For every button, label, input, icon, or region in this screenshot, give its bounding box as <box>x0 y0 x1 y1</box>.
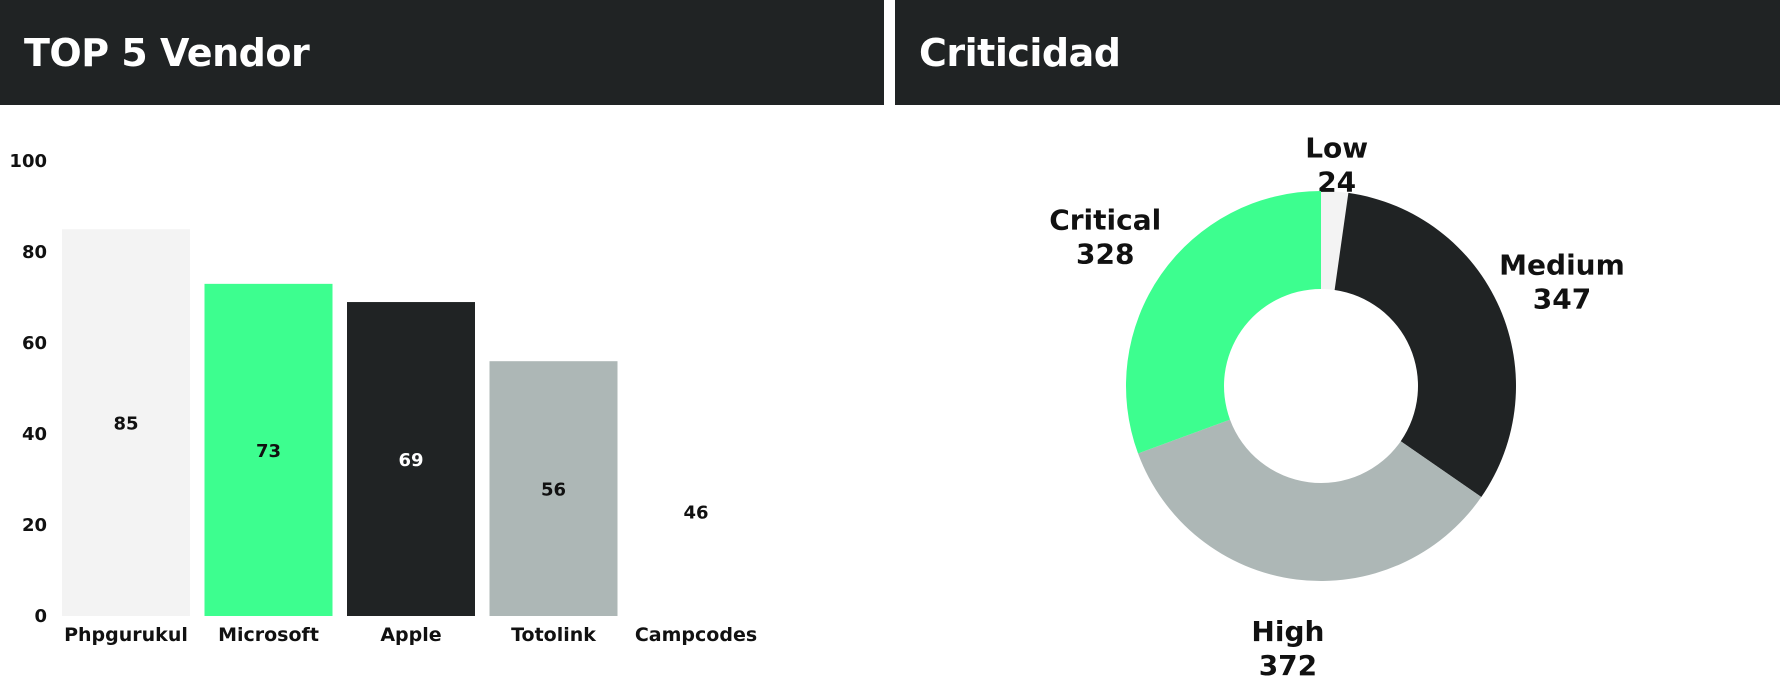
y-tick-label: 0 <box>34 606 47 627</box>
x-category-label: Phpgurukul <box>64 624 188 646</box>
y-tick-label: 20 <box>22 515 47 536</box>
bar-phpgurukul <box>62 229 190 616</box>
bar-value-label: 73 <box>256 441 281 462</box>
donut-slice-critical <box>1126 191 1321 454</box>
bar-value-label: 69 <box>398 450 423 471</box>
x-category-label: Microsoft <box>218 624 319 646</box>
slice-label-name: Medium <box>1499 249 1625 282</box>
slice-label-value: 372 <box>1259 649 1317 680</box>
y-tick-label: 100 <box>9 151 47 172</box>
y-tick-label: 80 <box>22 242 47 263</box>
bar-value-label: 46 <box>683 502 708 523</box>
vendor-panel-header: TOP 5 Vendor <box>0 0 884 105</box>
y-tick-label: 40 <box>22 424 47 445</box>
slice-label-value: 347 <box>1533 283 1591 316</box>
slice-label-value: 328 <box>1076 238 1134 271</box>
slice-label-name: Critical <box>1049 204 1161 237</box>
x-category-label: Apple <box>380 624 441 646</box>
bar-campcodes <box>632 406 760 616</box>
criticidad-chart-title: Criticidad <box>919 30 1121 75</box>
vendor-chart-title: TOP 5 Vendor <box>24 30 310 75</box>
x-category-label: Totolink <box>511 624 596 646</box>
vendor-bar-chart: 0 20 40 60 80 100 85 Phpgurukul 73 Microsoft 69 App… <box>9 151 760 646</box>
donut-slice-high <box>1138 419 1482 581</box>
slice-label-name: Low <box>1305 132 1368 165</box>
bar-value-label: 85 <box>113 414 138 435</box>
donut-slice-medium <box>1334 192 1516 498</box>
bar-value-label: 56 <box>541 480 566 501</box>
criticidad-panel-header: Criticidad <box>895 0 1780 105</box>
bar-microsoft <box>204 283 333 616</box>
bar-apple <box>347 302 475 616</box>
slice-label-value: 24 <box>1317 166 1356 199</box>
slice-label-name: High <box>1251 615 1324 648</box>
bar-totolink <box>489 361 618 616</box>
donut-slice-low <box>1321 191 1349 290</box>
y-tick-label: 60 <box>22 333 47 354</box>
x-category-label: Campcodes <box>635 624 757 646</box>
